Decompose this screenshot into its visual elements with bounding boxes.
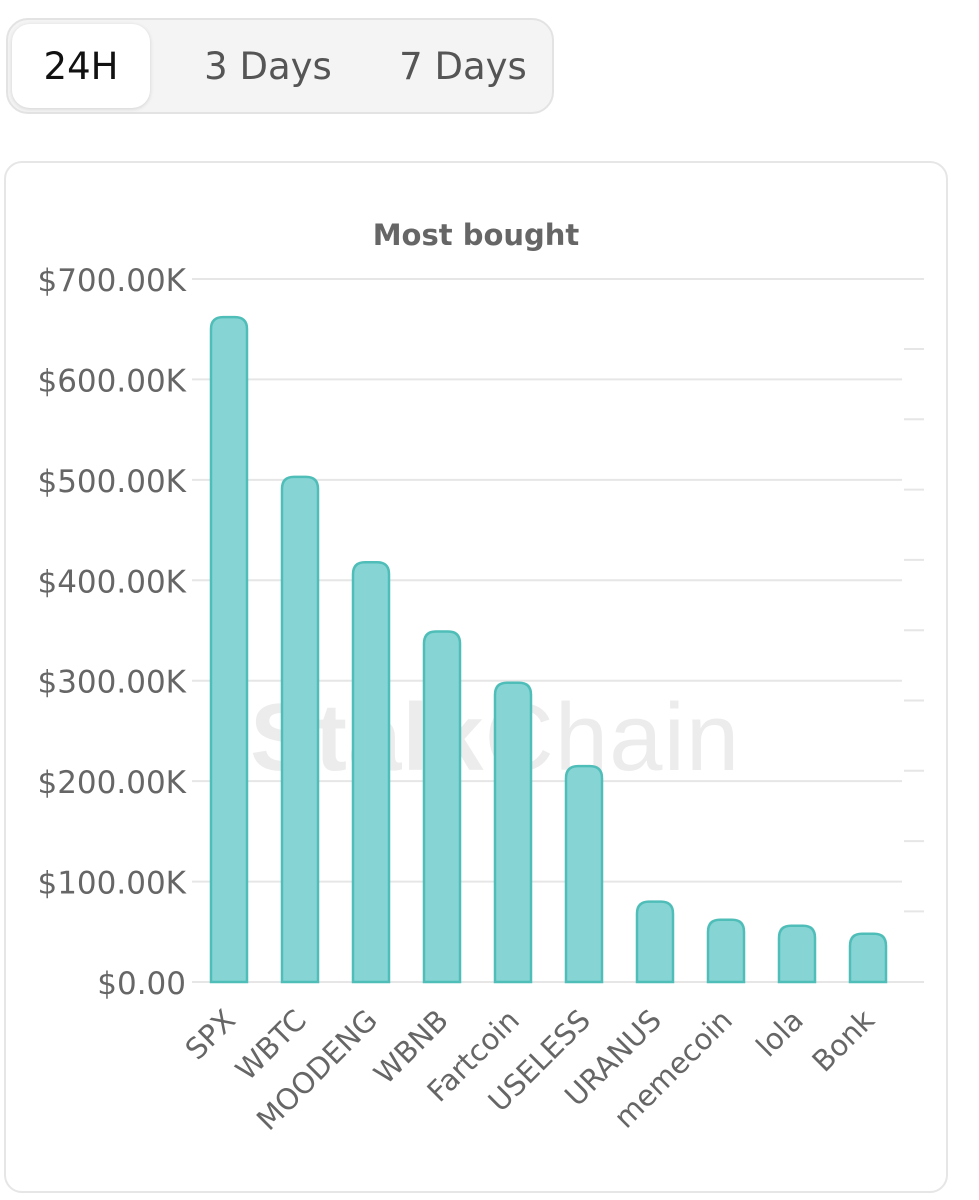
chart-card: StalkChain Most bought $0.00$100.00K$200… — [4, 161, 948, 1193]
y-tick-label: $300.00K — [37, 665, 186, 701]
tab-24h[interactable]: 24H — [12, 24, 150, 108]
bar-wbtc[interactable] — [280, 475, 320, 984]
y-tick-label: $400.00K — [37, 564, 186, 600]
y-tick-label: $700.00K — [37, 263, 186, 299]
chart-title: Most bought — [373, 218, 580, 252]
bar-bonk[interactable] — [848, 932, 888, 984]
bar-useless[interactable] — [564, 764, 604, 984]
y-tick-label: $100.00K — [37, 866, 186, 902]
bar-moodeng[interactable] — [351, 560, 391, 984]
y-tick-label: $0.00 — [97, 966, 186, 1002]
x-tick-label: lola — [749, 1003, 810, 1064]
y-tick-label: $200.00K — [37, 765, 186, 801]
time-range-tabs: 24H 3 Days 7 Days — [6, 18, 554, 114]
bar-lola[interactable] — [777, 924, 817, 984]
bar-wbnb[interactable] — [422, 630, 462, 984]
bar-memecoin[interactable] — [706, 918, 746, 984]
x-tick-label: Bonk — [805, 1003, 881, 1079]
bar-uranus[interactable] — [635, 900, 675, 984]
tab-7-days[interactable]: 7 Days — [399, 44, 527, 88]
most-bought-bar-chart: Most bought $0.00 $100.00K $200.00K $300.00… — [37, 218, 924, 1137]
y-tick-label: $500.00K — [37, 464, 186, 500]
bar-spx[interactable] — [209, 315, 249, 984]
y-tick-label: $600.00K — [37, 363, 186, 399]
x-tick-label: SPX — [178, 1003, 241, 1066]
tab-3-days[interactable]: 3 Days — [204, 44, 332, 88]
bar-fartcoin[interactable] — [493, 681, 533, 984]
